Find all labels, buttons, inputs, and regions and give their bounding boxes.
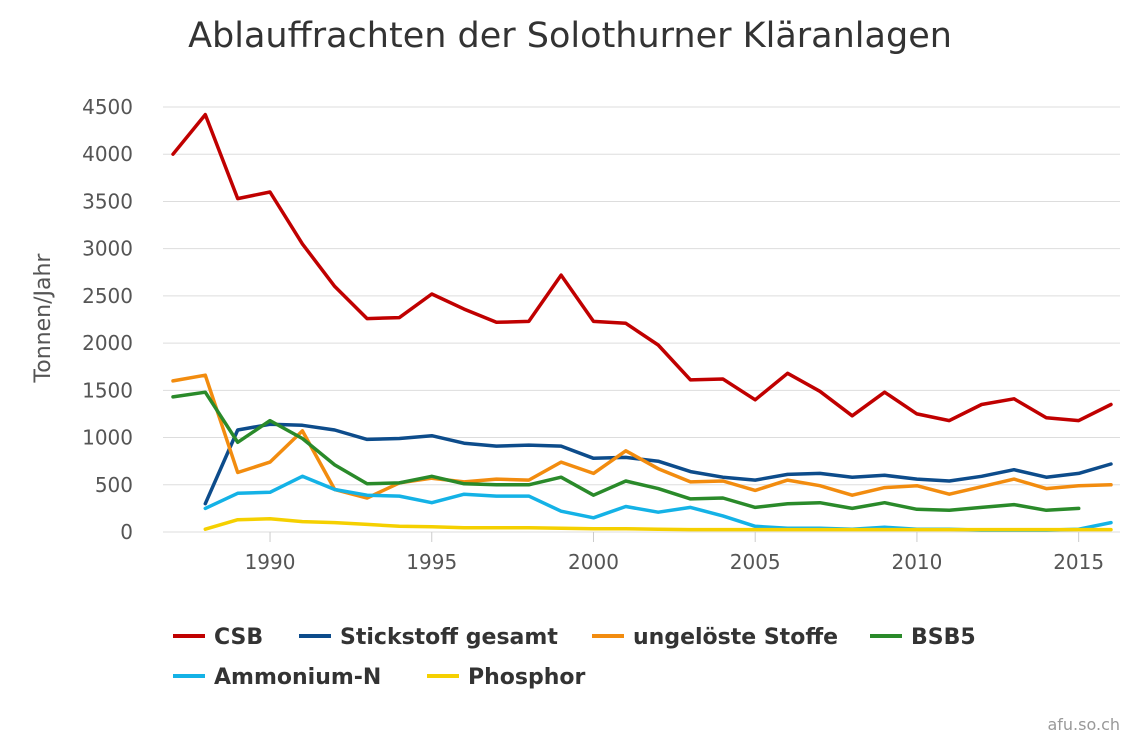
chart-title: Ablauffrachten der Solothurner Kläranlag… (188, 16, 952, 56)
series-line-ungel-ste-stoffe[interactable] (171, 373, 1113, 500)
legend-label: Ammonium-N (214, 665, 381, 690)
legend-label: Phosphor (468, 665, 586, 690)
y-tick-label: 1000 (82, 426, 133, 450)
y-tick-label: 3500 (82, 189, 133, 213)
legend-item-csb[interactable]: CSB (173, 625, 263, 650)
y-axis-ticks: 0 500 1000 1500 2000 2500 3000 3500 4000 4500 (82, 95, 133, 544)
x-tick-label: 2015 (1053, 550, 1104, 574)
y-tick-label: 500 (95, 473, 133, 497)
x-tick-label: 2005 (730, 550, 781, 574)
gridlines (163, 106, 1120, 533)
y-tick-label: 2000 (82, 331, 133, 355)
series-line-csb[interactable] (171, 112, 1113, 423)
y-tick-label: 1500 (82, 378, 133, 402)
legend-label: ungelöste Stoffe (633, 625, 838, 650)
series-line-phosphor[interactable] (203, 517, 1113, 532)
x-tick-label: 1990 (245, 550, 296, 574)
legend-label: Stickstoff gesamt (340, 625, 558, 650)
y-axis-label: Tonnen/Jahr (31, 253, 56, 384)
x-tick-label: 1995 (406, 550, 457, 574)
legend-item-ammonium-n[interactable]: Ammonium-N (173, 665, 381, 690)
x-tick-label: 2010 (891, 550, 942, 574)
series-line-stickstoff-gesamt[interactable] (203, 422, 1113, 506)
y-tick-label: 4500 (82, 95, 133, 119)
series-lines (171, 112, 1113, 532)
legend-label: CSB (214, 625, 263, 650)
legend-item-stickstoff-gesamt[interactable]: Stickstoff gesamt (299, 625, 558, 650)
legend-item-ungel-ste-stoffe[interactable]: ungelöste Stoffe (592, 625, 838, 650)
y-tick-label: 0 (120, 520, 133, 544)
credit-text[interactable]: afu.so.ch (1047, 715, 1120, 734)
legend: CSB Stickstoff gesamt ungelöste Stoffe BSB5… (173, 625, 976, 690)
x-axis-ticks: 1990 1995 2000 2005 2010 2015 (245, 532, 1104, 574)
legend-item-phosphor[interactable]: Phosphor (427, 665, 586, 690)
series-line-bsb5[interactable] (171, 390, 1081, 513)
x-tick-label: 2000 (568, 550, 619, 574)
y-tick-label: 4000 (82, 142, 133, 166)
legend-item-bsb5[interactable]: BSB5 (870, 625, 976, 650)
y-tick-label: 3000 (82, 237, 133, 261)
y-tick-label: 2500 (82, 284, 133, 308)
legend-label: BSB5 (911, 625, 976, 650)
